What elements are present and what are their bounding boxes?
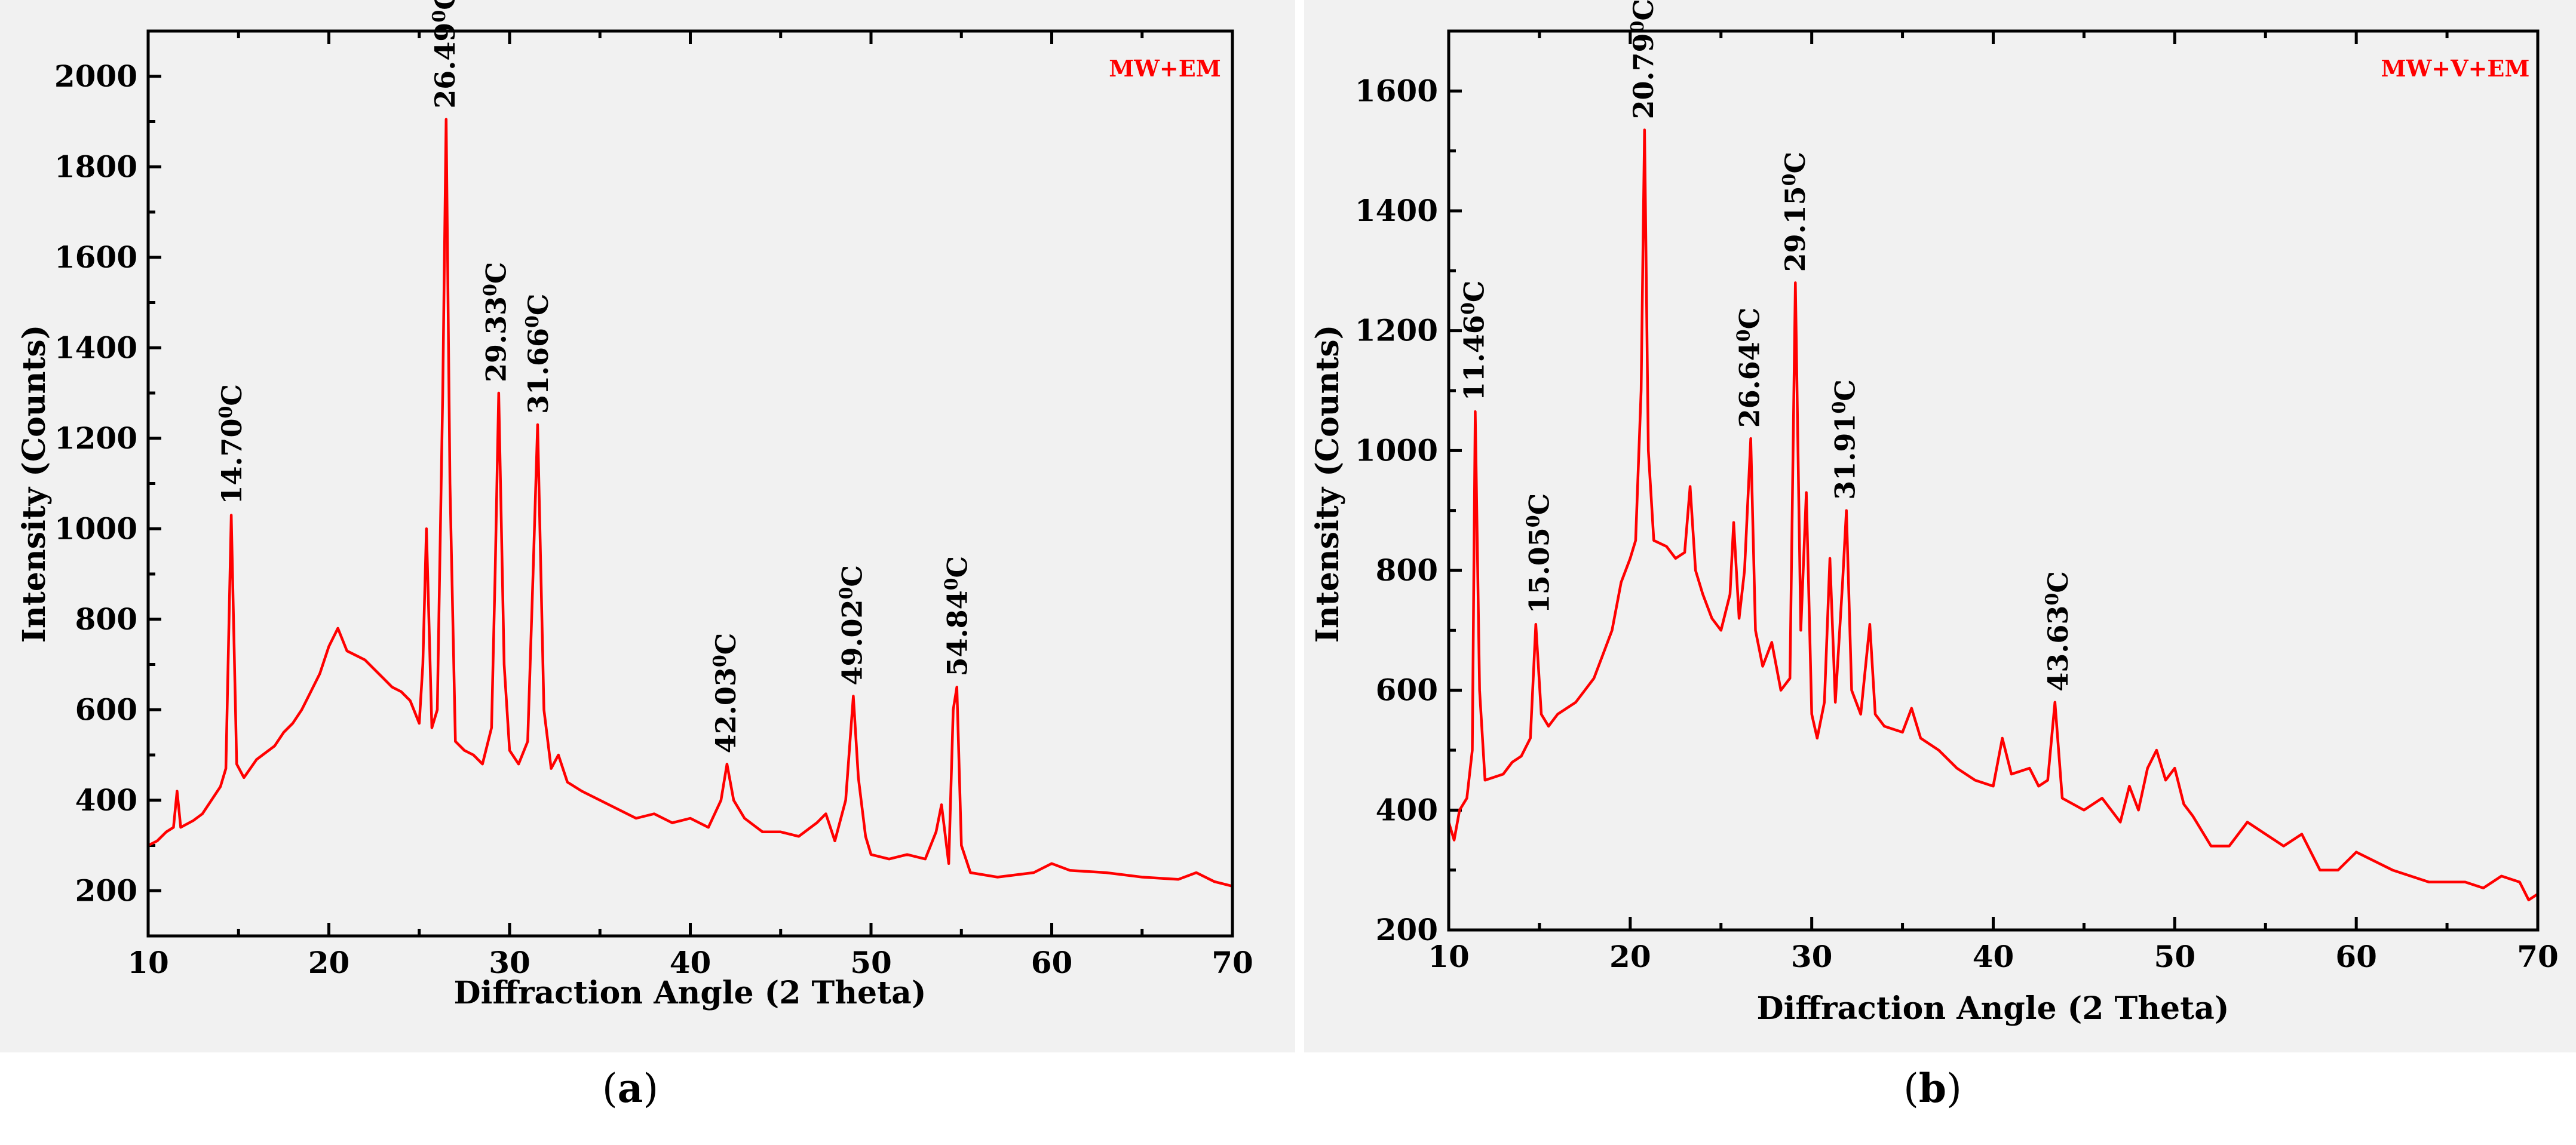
- panel-a-frame: [146, 29, 1234, 938]
- panel-a-y-tick-label: 600: [75, 692, 137, 727]
- panel-b-y-tick-label: 800: [1376, 552, 1438, 588]
- panel-a-x-tick-label: 10: [127, 945, 169, 980]
- panel-b-y-tick-label: 1600: [1355, 73, 1438, 108]
- panel-a-plot-area: 200 400 600 800 1000 1200 1400 1600 1800 2000 10 2…: [54, 0, 1253, 980]
- panel-b: 200 400 600 800 1000 1200 1400 1600 10 20 30 40 50 6…: [1304, 0, 2576, 1052]
- panel-b-caption: (b): [1903, 1065, 1962, 1112]
- panel-a-peak-annotations: 14.700C 26.490C 29.330C 31.660C 42.030C 49.02…: [216, 0, 973, 753]
- panel-b-peak-label: 20.790C: [1627, 0, 1660, 119]
- panel-a-y-tick-label: 1000: [54, 511, 137, 546]
- panel-b-background: [1304, 0, 2576, 1052]
- panel-a-peak-label: 31.660C: [522, 293, 554, 414]
- panel-b-peak-label: 43.630C: [2042, 571, 2074, 692]
- panel-a-x-tick-label: 60: [1031, 945, 1073, 980]
- panel-b-x-tick-label: 40: [1973, 939, 2014, 974]
- panel-a-y-axis-title: Intensity (Counts): [16, 325, 53, 643]
- panel-b-x-tick-label: 60: [2335, 939, 2377, 974]
- panel-b-peak-label: 26.640C: [1734, 308, 1766, 428]
- panel-a-y-axis: 200 400 600 800 1000 1200 1400 1600 1800 2000: [54, 59, 161, 938]
- panel-b-y-tick-label: 200: [1376, 912, 1438, 947]
- panel-a-x-axis: 10 20 30 40 50 60 70: [127, 31, 1253, 980]
- panel-a-y-tick-label: 1400: [54, 330, 137, 365]
- panel-b-y-tick-label: 400: [1376, 792, 1438, 827]
- panel-a-x-tick-label: 70: [1212, 945, 1253, 980]
- panel-a-y-tick-label: 2000: [54, 59, 137, 94]
- panel-b-y-tick-label: 1000: [1355, 432, 1438, 468]
- panel-b-x-tick-label: 10: [1428, 939, 1470, 974]
- panel-b-peak-label: 11.460C: [1458, 281, 1490, 401]
- panel-b-x-axis: 10 20 30 40 50 60 70: [1428, 31, 2559, 974]
- panel-a-peak-label: 29.330C: [480, 262, 513, 382]
- panel-a-x-tick-label: 30: [489, 945, 530, 980]
- panel-a-peak-label: 54.840C: [941, 556, 973, 677]
- panel-b-series-line: [1447, 128, 2539, 902]
- panel-b-peak-label: 31.910C: [1829, 379, 1862, 500]
- panel-a-x-axis-title: Diffraction Angle (2 Theta): [454, 975, 927, 1011]
- panel-b-legend: MW+V+EM: [2381, 55, 2530, 82]
- panel-b-x-tick-label: 50: [2154, 939, 2196, 974]
- panel-b-y-tick-label: 600: [1376, 673, 1438, 708]
- panel-a-x-tick-label: 50: [850, 945, 892, 980]
- panel-b-peak-label: 15.050C: [1523, 493, 1555, 614]
- panel-a-y-tick-label: 1200: [54, 420, 137, 456]
- panel-a-background: [0, 0, 1295, 1052]
- panel-a-legend: MW+EM: [1109, 55, 1221, 82]
- panel-a-caption-letter: a: [618, 1065, 643, 1112]
- panel-b-frame: [1447, 29, 2540, 932]
- panel-a-peak-label: 42.030C: [710, 633, 742, 754]
- panel-b-y-tick-label: 1400: [1355, 193, 1438, 228]
- panel-a-peak-label: 49.020C: [836, 565, 868, 686]
- panel-a-y-tick-label: 1800: [54, 149, 137, 184]
- panel-a: 200 400 600 800 1000 1200 1400 1600 1800 2000 10 2…: [0, 0, 1295, 1052]
- panel-a-y-tick-label: 200: [75, 873, 137, 908]
- panel-a-x-tick-label: 40: [670, 945, 712, 980]
- panel-b-x-tick-label: 30: [1791, 939, 1833, 974]
- panel-a-y-tick-label: 800: [75, 601, 137, 637]
- panel-b-y-axis-title: Intensity (Counts): [1310, 325, 1346, 643]
- panel-a-series-line: [147, 118, 1233, 888]
- panel-a-peak-label: 26.490C: [429, 0, 461, 109]
- panel-b-y-tick-label: 1200: [1355, 313, 1438, 348]
- panel-b-x-tick-label: 70: [2517, 939, 2559, 974]
- panel-a-caption: (a): [602, 1065, 658, 1112]
- panel-b-y-axis: 200 400 600 800 1000 1200 1400 1600: [1355, 73, 1462, 947]
- panel-b-peak-annotations: 11.460C 15.050C 20.790C 26.640C 29.150C 31.91…: [1458, 0, 2074, 692]
- panel-b-caption-letter: b: [1919, 1065, 1946, 1112]
- panel-a-x-tick-label: 20: [308, 945, 350, 980]
- panel-a-peak-label: 14.700C: [216, 384, 248, 505]
- panel-b-plot-area: 200 400 600 800 1000 1200 1400 1600 10 20 30 40 50 6…: [1355, 0, 2559, 974]
- panel-a-y-tick-label: 400: [75, 782, 137, 818]
- panel-b-peak-label: 29.150C: [1779, 152, 1811, 272]
- panel-b-x-axis-title: Diffraction Angle (2 Theta): [1757, 990, 2230, 1027]
- panel-a-y-tick-label: 1600: [54, 240, 137, 275]
- panel-b-x-tick-label: 20: [1609, 939, 1651, 974]
